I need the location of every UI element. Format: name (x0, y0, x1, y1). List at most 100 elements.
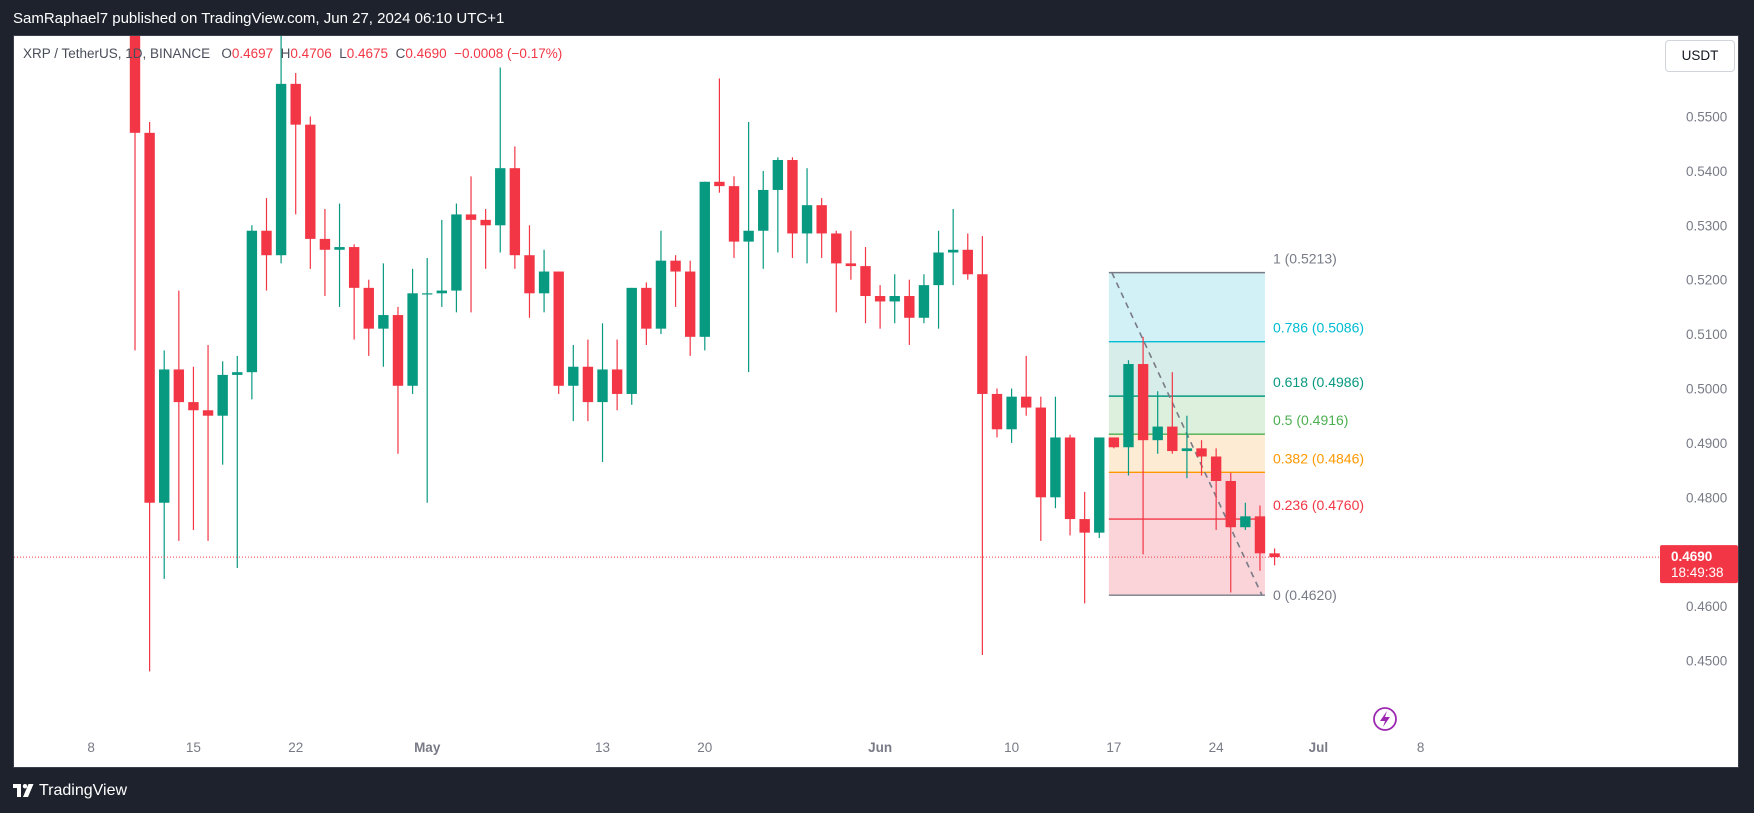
x-axis-tick-label: 15 (186, 740, 201, 755)
fib-zone-0.618 (1108, 341, 1265, 397)
candle-body (1050, 437, 1061, 498)
x-axis-tick-label: Jun (868, 740, 892, 755)
lightning-icon[interactable] (1373, 707, 1397, 731)
candlestick-chart[interactable]: 1 (0.5213) 0.786 (0.5086) 0.618 (0.4986) 0.… (14, 36, 1738, 767)
x-axis-tick-label: 10 (1004, 740, 1019, 755)
candle-body (1152, 426, 1163, 441)
lightning-icon-ring (1373, 707, 1397, 731)
lightning-icon-bolt (1380, 711, 1390, 727)
candle-body (129, 36, 141, 133)
y-axis-tick-label: 0.5500 (1686, 110, 1727, 125)
x-axis-tick-label: 8 (87, 740, 95, 755)
candle-body (1167, 426, 1178, 452)
candle-body (348, 247, 360, 288)
candle-body (1181, 448, 1193, 452)
candle-body (1108, 437, 1120, 448)
candle-body (626, 287, 637, 394)
x-axis-tick-label: 13 (595, 740, 610, 755)
candle-body (232, 372, 243, 375)
low-label: L (339, 46, 347, 61)
candle-body (553, 271, 564, 386)
candle-body (173, 369, 185, 403)
x-axis-tick-label: 24 (1209, 740, 1225, 755)
candle-body (991, 393, 1003, 430)
y-axis-tick-label: 0.5300 (1686, 218, 1727, 233)
chart-panel[interactable]: 1 (0.5213) 0.786 (0.5086) 0.618 (0.4986) 0.… (13, 35, 1739, 768)
fib-zone-0.786 (1108, 272, 1265, 342)
candle-body (568, 366, 579, 386)
candle-body (1210, 456, 1222, 481)
fib-level-label-0.5: 0.5 (0.4916) (1273, 412, 1349, 428)
candle-body (831, 233, 842, 264)
x-axis-tick-label: 17 (1106, 740, 1121, 755)
candle-body (1269, 553, 1280, 558)
x-axis-tick-label: 8 (1417, 740, 1425, 755)
candle-body (261, 230, 272, 256)
candle-body (217, 374, 228, 416)
y-axis-tick-label: 0.5100 (1686, 327, 1727, 342)
candle-body (611, 369, 623, 394)
symbol-title[interactable]: XRP / TetherUS, 1D, BINANCE (23, 46, 211, 61)
y-axis-tick-label: 0.5200 (1686, 273, 1727, 288)
publisher-line: SamRaphael7 published on TradingView.com… (13, 10, 505, 27)
candle-body (188, 402, 199, 411)
candle-body (641, 287, 652, 329)
y-axis-tick-label: 0.4800 (1686, 490, 1727, 505)
candle-body (246, 230, 258, 373)
candle-body (772, 160, 784, 190)
symbol-header: XRP / TetherUS, 1D, BINANCE O0.4697 H0.4… (23, 46, 562, 61)
candle-body (684, 271, 696, 337)
x-axis-tick-label: 20 (697, 740, 712, 755)
y-axis-tick-label: 0.5000 (1686, 382, 1727, 397)
candle-body (1240, 516, 1251, 528)
candle-body (582, 366, 594, 403)
candle-body (1006, 396, 1017, 430)
candle-body (904, 296, 915, 318)
candle-body (962, 249, 973, 275)
fib-level-label-0: 0 (0.4620) (1273, 587, 1337, 603)
y-axis-tick-label: 0.4600 (1686, 599, 1727, 614)
currency-button[interactable]: USDT (1665, 40, 1735, 72)
candle-body (655, 260, 667, 329)
high-label: H (280, 46, 291, 61)
candle-body (495, 168, 506, 226)
fib-level-label-0.786: 0.786 (0.5086) (1273, 320, 1364, 336)
candle-body (524, 255, 535, 294)
change-value: −0.0008 (−0.17%) (454, 46, 563, 61)
candle-body (699, 181, 710, 337)
candle-body (436, 290, 448, 294)
candle-body (758, 189, 769, 231)
candle-body (874, 296, 886, 302)
candle-body (1225, 480, 1236, 528)
candle-body (933, 252, 944, 286)
candle-body (305, 124, 316, 239)
candle-body (714, 181, 725, 187)
candle-body (392, 315, 404, 386)
tradingview-logo-icon[interactable] (13, 784, 35, 797)
candle-body (538, 271, 550, 294)
high-value: 0.4706 (290, 46, 332, 61)
candle-body (407, 293, 418, 386)
candle-body (1064, 437, 1076, 520)
candle-body (290, 83, 301, 125)
close-value: 0.4690 (405, 46, 447, 61)
candle-body (670, 260, 681, 272)
candle-body (947, 249, 959, 253)
candle-body (977, 274, 988, 394)
candle-body (363, 287, 374, 329)
candle-body (597, 369, 608, 403)
publisher-bar: SamRaphael7 published on TradingView.com… (0, 0, 1754, 38)
candle-body (801, 205, 813, 234)
candle-body (918, 285, 930, 318)
candle-body (1035, 407, 1047, 498)
candle-body (159, 369, 170, 503)
candle-body (451, 214, 462, 291)
x-axis-tick-label: Jul (1309, 740, 1329, 755)
x-axis-tick-label: 22 (288, 740, 303, 755)
close-label: C (395, 46, 406, 61)
candle-body (816, 205, 827, 234)
footer-brand[interactable]: TradingView (39, 782, 128, 799)
candle-body (860, 266, 871, 297)
candle-body (1021, 396, 1032, 408)
candle-body (743, 230, 754, 242)
